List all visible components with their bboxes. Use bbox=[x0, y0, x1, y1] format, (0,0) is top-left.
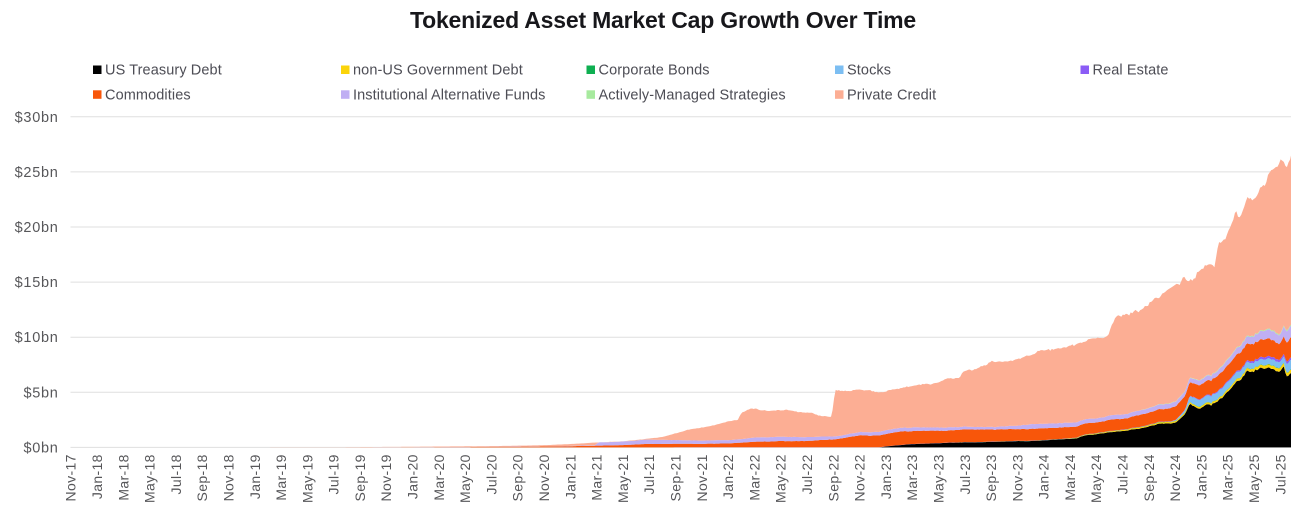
svg-text:Jul-24: Jul-24 bbox=[1115, 454, 1131, 494]
svg-text:$15bn: $15bn bbox=[15, 275, 59, 291]
svg-text:Nov-24: Nov-24 bbox=[1167, 454, 1183, 501]
svg-text:Jan-25: Jan-25 bbox=[1193, 454, 1209, 499]
svg-text:Sep-19: Sep-19 bbox=[352, 454, 368, 501]
svg-text:Commodities: Commodities bbox=[105, 88, 191, 104]
svg-text:May-25: May-25 bbox=[1246, 454, 1262, 503]
svg-text:Nov-22: Nov-22 bbox=[852, 454, 868, 501]
svg-text:Nov-20: Nov-20 bbox=[536, 454, 552, 501]
svg-text:Jan-23: Jan-23 bbox=[878, 454, 894, 499]
svg-text:Jul-22: Jul-22 bbox=[799, 454, 815, 494]
svg-text:US Treasury Debt: US Treasury Debt bbox=[105, 63, 222, 79]
svg-text:Jan-19: Jan-19 bbox=[247, 454, 263, 499]
svg-text:$0bn: $0bn bbox=[23, 440, 58, 456]
svg-text:Nov-18: Nov-18 bbox=[221, 454, 237, 501]
svg-text:Actively-Managed Strategies: Actively-Managed Strategies bbox=[599, 88, 786, 104]
svg-text:Nov-19: Nov-19 bbox=[378, 454, 394, 501]
svg-text:Mar-25: Mar-25 bbox=[1220, 454, 1236, 500]
svg-text:$10bn: $10bn bbox=[15, 330, 59, 346]
svg-text:Institutional Alternative Fund: Institutional Alternative Funds bbox=[353, 88, 546, 104]
svg-text:Jan-24: Jan-24 bbox=[1036, 454, 1052, 499]
svg-text:Mar-21: Mar-21 bbox=[589, 454, 605, 500]
svg-text:Jul-21: Jul-21 bbox=[641, 454, 657, 494]
svg-text:Nov-21: Nov-21 bbox=[694, 454, 710, 501]
svg-text:Jul-25: Jul-25 bbox=[1272, 454, 1288, 494]
svg-text:Jan-20: Jan-20 bbox=[405, 454, 421, 499]
svg-text:Mar-22: Mar-22 bbox=[746, 454, 762, 500]
svg-text:Sep-23: Sep-23 bbox=[983, 454, 999, 501]
svg-text:Sep-24: Sep-24 bbox=[1141, 454, 1157, 501]
svg-text:$25bn: $25bn bbox=[15, 165, 59, 181]
svg-text:May-23: May-23 bbox=[931, 454, 947, 503]
svg-text:non-US Government Debt: non-US Government Debt bbox=[353, 63, 523, 79]
svg-text:Sep-18: Sep-18 bbox=[194, 454, 210, 501]
svg-text:Jan-22: Jan-22 bbox=[720, 454, 736, 499]
svg-text:Jul-19: Jul-19 bbox=[326, 454, 342, 494]
svg-text:May-24: May-24 bbox=[1088, 454, 1104, 503]
svg-text:Jan-21: Jan-21 bbox=[562, 454, 578, 499]
svg-text:Private Credit: Private Credit bbox=[847, 88, 936, 104]
svg-text:May-21: May-21 bbox=[615, 454, 631, 503]
svg-text:Sep-22: Sep-22 bbox=[825, 454, 841, 501]
svg-text:May-22: May-22 bbox=[773, 454, 789, 503]
svg-text:Real Estate: Real Estate bbox=[1093, 63, 1169, 79]
svg-text:Jul-23: Jul-23 bbox=[957, 454, 973, 494]
svg-text:Nov-17: Nov-17 bbox=[63, 454, 79, 501]
svg-text:May-20: May-20 bbox=[457, 454, 473, 503]
svg-text:May-18: May-18 bbox=[142, 454, 158, 503]
svg-text:Mar-23: Mar-23 bbox=[904, 454, 920, 500]
svg-text:Sep-21: Sep-21 bbox=[668, 454, 684, 501]
svg-text:$5bn: $5bn bbox=[23, 385, 58, 401]
svg-text:Mar-24: Mar-24 bbox=[1062, 454, 1078, 500]
svg-text:Sep-20: Sep-20 bbox=[510, 454, 526, 501]
svg-text:$20bn: $20bn bbox=[15, 220, 59, 236]
svg-text:Nov-23: Nov-23 bbox=[1009, 454, 1025, 501]
svg-text:Mar-20: Mar-20 bbox=[431, 454, 447, 500]
svg-text:$30bn: $30bn bbox=[15, 110, 59, 126]
svg-text:Mar-19: Mar-19 bbox=[273, 454, 289, 500]
svg-text:Jul-18: Jul-18 bbox=[168, 454, 184, 494]
svg-text:Jul-20: Jul-20 bbox=[483, 454, 499, 494]
svg-text:Stocks: Stocks bbox=[847, 63, 891, 79]
svg-text:May-19: May-19 bbox=[299, 454, 315, 503]
svg-text:Jan-18: Jan-18 bbox=[89, 454, 105, 499]
svg-text:Corporate Bonds: Corporate Bonds bbox=[599, 63, 710, 79]
svg-text:Mar-18: Mar-18 bbox=[115, 454, 131, 500]
